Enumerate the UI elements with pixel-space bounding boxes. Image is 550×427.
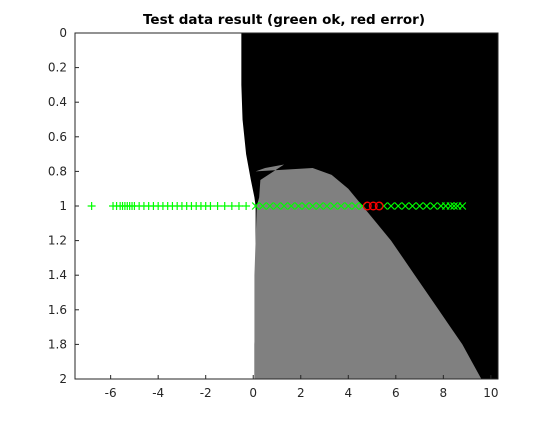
data-markers <box>87 201 467 211</box>
x-tick-label: 6 <box>392 386 400 400</box>
data-point-cross <box>387 202 395 210</box>
data-point-plus <box>206 202 215 210</box>
data-point-cross <box>337 202 346 210</box>
y-axis: 0 0.2 0.4 0.6 0.8 1 1.2 1.4 1.6 1.8 2 <box>48 26 79 386</box>
data-point-cross <box>429 202 438 210</box>
y-tick-label: 0 <box>59 26 67 40</box>
data-point-plus <box>227 202 236 210</box>
y-tick-label: 0.8 <box>48 164 67 178</box>
data-point-cross <box>322 202 331 210</box>
data-point-cross <box>408 202 417 210</box>
x-tick-label: 4 <box>344 386 352 400</box>
data-point-cross <box>273 202 281 210</box>
x-axis: -6 -4 -2 0 2 4 6 8 10 <box>105 375 499 400</box>
x-tick-label: 0 <box>249 386 257 400</box>
data-point-cross <box>422 202 431 210</box>
data-point-cross <box>294 202 303 210</box>
data-point-error-circle <box>374 201 384 211</box>
data-point-cross <box>394 202 403 210</box>
y-tick-label: 1.2 <box>48 234 67 248</box>
data-point-error-circle <box>362 201 372 211</box>
x-tick-label: 2 <box>297 386 305 400</box>
x-tick-label: -4 <box>152 386 164 400</box>
data-point-cross <box>415 202 424 210</box>
data-point-cross <box>315 202 324 210</box>
data-point-plus <box>87 202 96 210</box>
x-tick-label: -2 <box>200 386 212 400</box>
x-tick-label: -6 <box>105 386 117 400</box>
data-point-plus <box>234 202 243 210</box>
y-tick-label: 1.4 <box>48 268 67 282</box>
data-point-cross <box>251 202 260 210</box>
data-point-cross <box>450 202 458 210</box>
data-point-cross <box>287 202 296 210</box>
data-point-plus <box>242 202 251 210</box>
x-tick-label: 10 <box>483 386 498 400</box>
data-point-cross <box>458 202 467 210</box>
data-point-cross <box>301 202 310 210</box>
data-point-cross <box>330 202 338 210</box>
data-point-cross <box>344 202 353 210</box>
data-point-cross <box>351 202 360 210</box>
y-tick-label: 1.8 <box>48 337 67 351</box>
region-gray <box>254 164 482 379</box>
y-tick-label: 0.2 <box>48 61 67 75</box>
x-tick-label: 8 <box>440 386 448 400</box>
data-point-cross <box>265 202 274 210</box>
data-point-error-circle <box>368 201 378 211</box>
data-point-plus <box>213 202 222 210</box>
y-tick-label: 2 <box>59 372 67 386</box>
chart-title: Test data result (green ok, red error) <box>143 12 425 28</box>
y-tick-label: 0.6 <box>48 130 67 144</box>
y-tick-label: 1 <box>59 199 67 213</box>
data-point-cross <box>258 202 267 210</box>
data-point-plus <box>220 202 229 210</box>
data-point-cross <box>401 202 410 210</box>
data-point-cross <box>446 202 455 210</box>
y-tick-label: 0.4 <box>48 95 67 109</box>
y-tick-label: 1.6 <box>48 303 67 317</box>
data-point-cross <box>280 202 289 210</box>
data-point-cross <box>308 202 317 210</box>
